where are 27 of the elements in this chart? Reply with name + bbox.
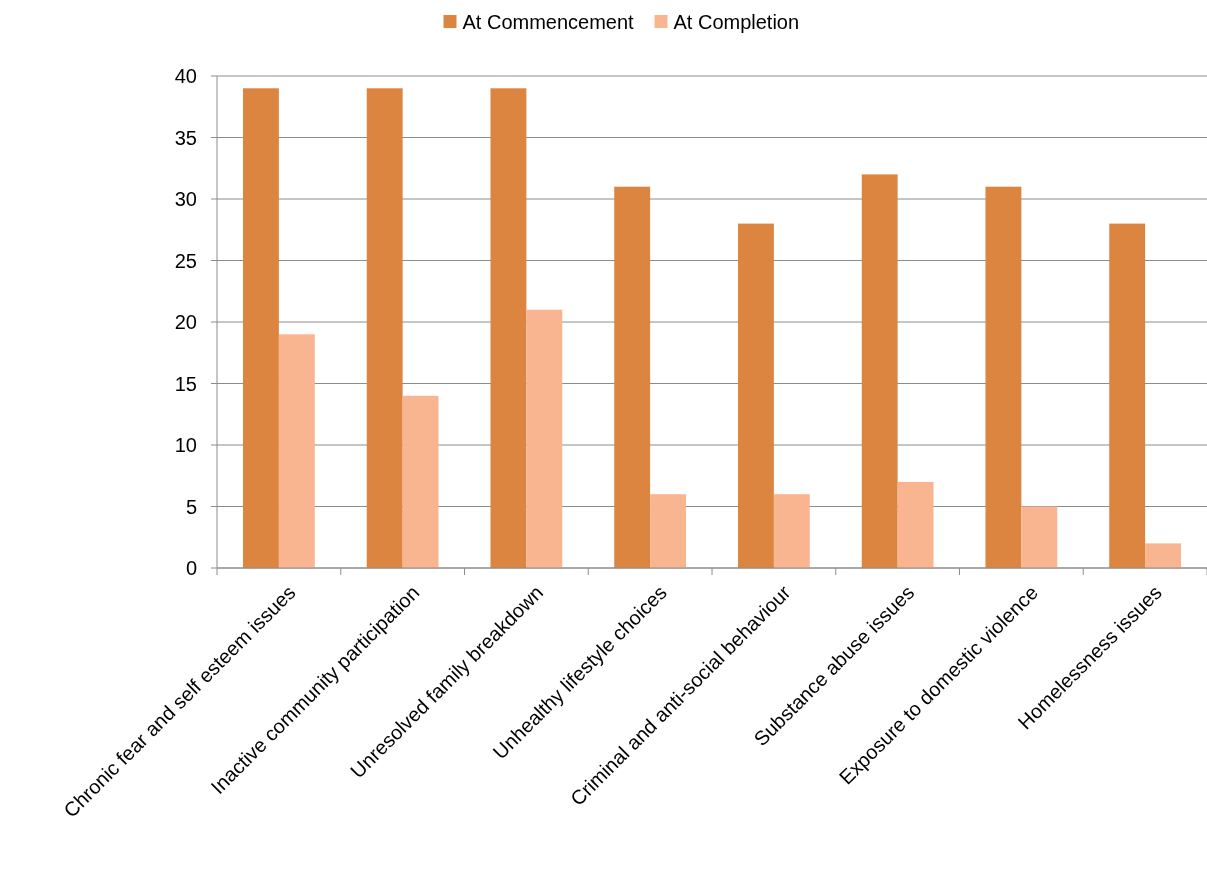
bar: [614, 186, 651, 568]
bar: [402, 395, 439, 568]
bar: [985, 186, 1022, 568]
legend-label: At Commencement: [462, 11, 635, 33]
y-tick-label: 0: [185, 557, 197, 579]
bar: [366, 88, 403, 568]
y-tick-label: 35: [174, 126, 197, 149]
bar: [1109, 223, 1146, 568]
bar: [897, 481, 934, 568]
bar: [650, 494, 687, 568]
y-tick-label: 15: [174, 372, 197, 395]
bar: [1145, 543, 1182, 568]
y-tick-label: 40: [174, 65, 197, 87]
y-tick-label: 10: [174, 434, 197, 456]
bar: [737, 223, 774, 568]
y-tick-label: 20: [174, 311, 197, 333]
bar: [526, 309, 563, 568]
bar: [861, 174, 898, 568]
bar: [1021, 506, 1058, 568]
y-tick-label: 25: [174, 249, 197, 272]
legend-label: At Completion: [673, 11, 800, 33]
bar: [242, 88, 279, 568]
y-tick-label: 30: [174, 188, 197, 210]
bar: [490, 88, 527, 568]
y-tick-label: 5: [185, 495, 197, 518]
bar: [278, 334, 315, 568]
bar: [773, 494, 810, 568]
